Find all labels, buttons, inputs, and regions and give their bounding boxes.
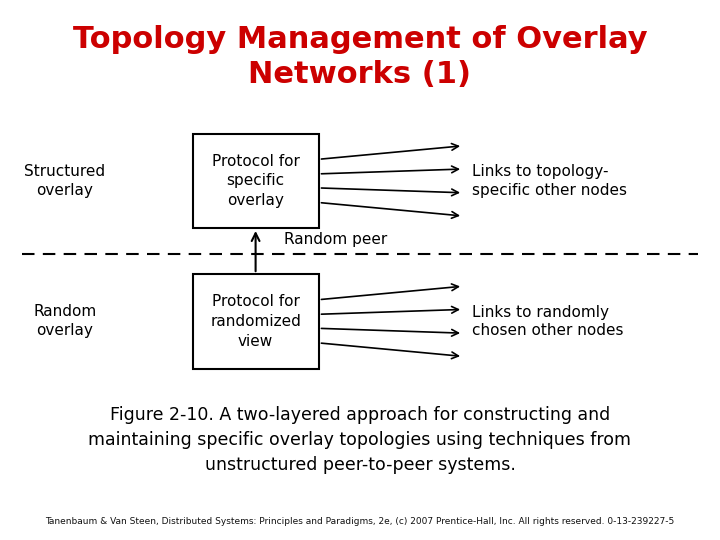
Text: Topology Management of Overlay
Networks (1): Topology Management of Overlay Networks … bbox=[73, 25, 647, 89]
Bar bbox=[192, 134, 318, 228]
Text: Random peer: Random peer bbox=[284, 232, 387, 247]
Text: Tanenbaum & Van Steen, Distributed Systems: Principles and Paradigms, 2e, (c) 20: Tanenbaum & Van Steen, Distributed Syste… bbox=[45, 517, 675, 526]
Text: Protocol for
randomized
view: Protocol for randomized view bbox=[210, 294, 301, 349]
Text: Links to randomly
chosen other nodes: Links to randomly chosen other nodes bbox=[472, 305, 623, 338]
Text: Links to topology-
specific other nodes: Links to topology- specific other nodes bbox=[472, 164, 626, 198]
Text: Figure 2-10. A two-layered approach for constructing and
maintaining specific ov: Figure 2-10. A two-layered approach for … bbox=[89, 406, 631, 474]
Text: Protocol for
specific
overlay: Protocol for specific overlay bbox=[212, 153, 300, 208]
Bar bbox=[192, 274, 318, 368]
Text: Random
overlay: Random overlay bbox=[33, 305, 96, 338]
Text: Structured
overlay: Structured overlay bbox=[24, 164, 105, 198]
